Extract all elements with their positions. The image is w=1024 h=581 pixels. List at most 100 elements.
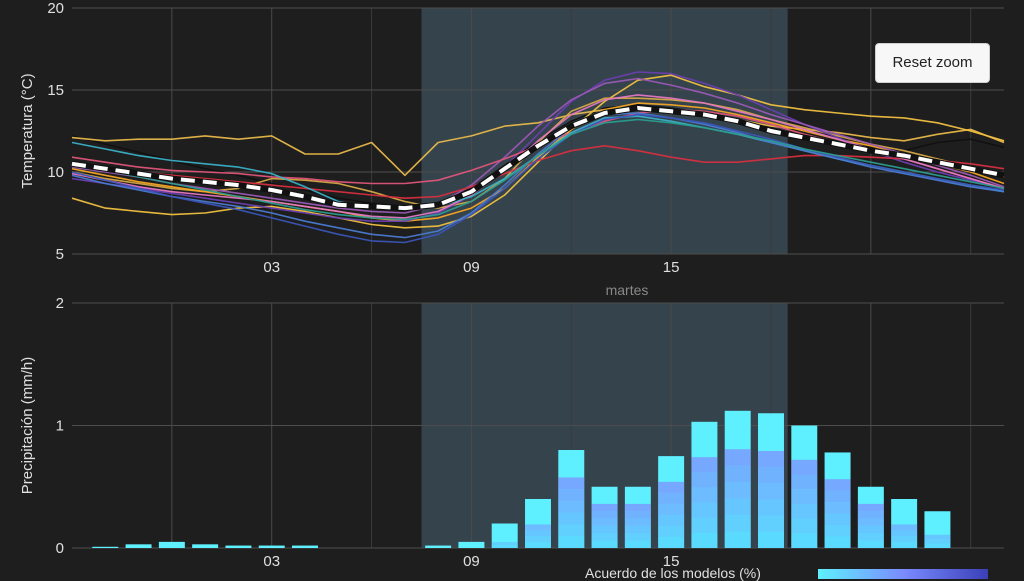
precip-bar [158, 541, 185, 548]
precip-bar-agreement-band [924, 543, 951, 548]
precip-bar-agreement-band [525, 524, 551, 531]
model-agreement-color-scale [818, 569, 988, 579]
temp-model-line [71, 112, 1005, 239]
precip-bar-agreement-band [624, 540, 651, 548]
precip-bar-agreement-band [891, 524, 918, 531]
precip-bar-agreement-band [658, 536, 685, 548]
precip-bar-agreement-band [591, 503, 618, 512]
precip-bar-agreement-band [558, 536, 585, 548]
precip-bar-agreement-band [558, 512, 585, 525]
precip-bar-agreement-band [558, 489, 585, 501]
precip-bar-agreement-band [824, 490, 851, 503]
precip-bar-agreement-band [724, 449, 751, 466]
precip-bar-agreement-band [891, 536, 918, 543]
precip-bar-agreement-band [624, 511, 651, 519]
model-agreement-legend-label: Acuerdo de los modelos (%) [585, 565, 761, 581]
precip-bar-agreement-band [624, 503, 651, 512]
temp-model-line [71, 118, 1005, 221]
precip-bar-agreement-band [691, 472, 718, 488]
precip-bar-agreement-band [491, 545, 518, 548]
precip-bar-agreement-band [724, 515, 751, 532]
precip-bar-agreement-band [758, 483, 784, 500]
precip-bar-agreement-band [791, 533, 818, 548]
temp-xtick-label: 15 [663, 259, 680, 276]
precip-bar-agreement-band [758, 467, 784, 484]
precip-bar [192, 544, 219, 548]
precip-bar-agreement-band [824, 502, 851, 514]
precip-bar-agreement-band [658, 525, 685, 537]
precip-bar-agreement-band [525, 530, 551, 537]
precip-bar-agreement-band [857, 503, 884, 512]
temp-ytick-label: 15 [47, 82, 64, 99]
temp-daylight-band [421, 8, 788, 254]
precip-bar-agreement-band [824, 525, 851, 537]
precip-xtick-label: 09 [463, 553, 480, 570]
precip-bar-agreement-band [624, 533, 651, 541]
precip-bar-agreement-band [525, 542, 551, 548]
precip-bar-agreement-band [658, 492, 685, 504]
precip-bar-agreement-band [591, 525, 618, 534]
precip-bar-agreement-band [857, 540, 884, 548]
precip-bar [125, 544, 152, 548]
precip-bar-agreement-band [691, 457, 718, 473]
precip-bar-agreement-band [758, 531, 784, 548]
precip-bar-agreement-band [857, 525, 884, 534]
temp-ytick-label: 5 [56, 246, 64, 263]
precip-ytick-label: 0 [56, 540, 64, 557]
temp-ytick-label: 10 [47, 164, 64, 181]
precip-bar-agreement-band [758, 515, 784, 532]
temp-model-line [71, 145, 1005, 199]
precip-day-label: martes [606, 282, 649, 298]
temp-model-line [71, 113, 1005, 244]
precip-bar-agreement-band [824, 536, 851, 548]
precip-bar [92, 546, 119, 548]
precip-ylabel: Precipitación (mm/h) [19, 357, 36, 495]
precip-bar-agreement-band [924, 534, 951, 540]
precip-bar-agreement-band [558, 477, 585, 490]
temp-mean-line [71, 106, 1005, 211]
precip-bar [225, 545, 252, 548]
precip-bar-agreement-band [558, 524, 585, 537]
precip-bar-agreement-band [758, 450, 784, 468]
precip-bar [258, 545, 285, 548]
precip-ytick-label: 1 [56, 418, 64, 435]
precip-bar-agreement-band [591, 511, 618, 519]
precip-bar-agreement-band [658, 503, 685, 515]
precip-bar-agreement-band [791, 459, 818, 475]
temp-xtick-label: 09 [463, 259, 480, 276]
precip-ytick-label: 2 [56, 295, 64, 312]
precip-bar-agreement-band [491, 542, 518, 546]
precip-bar-agreement-band [591, 518, 618, 526]
precip-bar-agreement-band [857, 518, 884, 526]
precip-xtick-label: 03 [263, 553, 280, 570]
temp-model-line [71, 74, 1005, 229]
precip-bar-agreement-band [791, 503, 818, 519]
precip-bar-agreement-band [691, 487, 718, 503]
precip-bar-agreement-band [624, 518, 651, 526]
precipitation-panel: 0 1 2 03 09 15 Precipitación (mm/h) martes [19, 282, 1004, 570]
precip-bar [425, 545, 452, 548]
precip-bar-agreement-band [857, 511, 884, 519]
precip-bar-agreement-band [791, 474, 818, 490]
precip-bar-agreement-band [691, 517, 718, 533]
precip-bar-agreement-band [891, 542, 918, 548]
precip-bar-agreement-band [824, 513, 851, 526]
precip-bar-agreement-band [724, 531, 751, 548]
precip-xtick-label: 15 [663, 553, 680, 570]
precip-bar-agreement-band [658, 481, 685, 493]
precip-bar-agreement-band [891, 530, 918, 537]
precip-bar-agreement-band [691, 532, 718, 548]
precip-bar-agreement-band [558, 500, 585, 513]
reset-zoom-button[interactable]: Reset zoom [875, 43, 990, 83]
temp-model-line [71, 94, 1005, 219]
precip-bar-agreement-band [591, 540, 618, 548]
precip-bar-agreement-band [824, 479, 851, 491]
precip-bar-agreement-band [791, 489, 818, 504]
precip-bar-agreement-band [791, 518, 818, 534]
temp-model-line [71, 107, 1005, 177]
precip-bar-agreement-band [591, 533, 618, 541]
precip-bar [458, 541, 485, 548]
precip-bar-agreement-band [724, 498, 751, 516]
precip-bar-agreement-band [758, 499, 784, 516]
